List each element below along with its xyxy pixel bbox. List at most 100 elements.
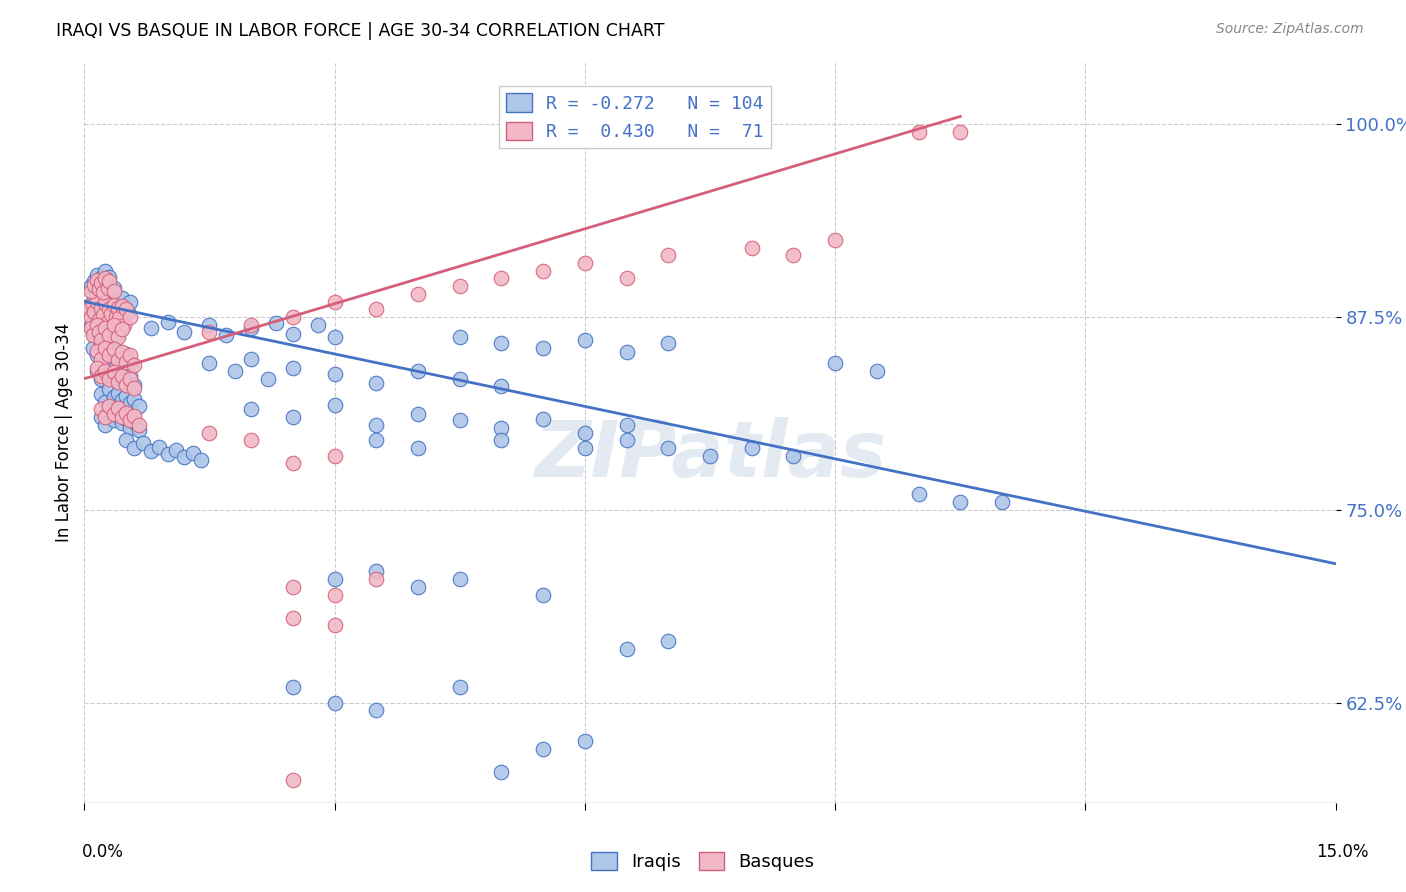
Point	[120, 421, 142, 435]
Point	[107, 373, 129, 387]
Point	[949, 495, 972, 509]
Point	[240, 434, 263, 448]
Point	[86, 360, 108, 375]
Point	[94, 417, 117, 432]
Point	[98, 269, 121, 284]
Point	[156, 447, 179, 461]
Point	[98, 328, 121, 343]
Point	[120, 356, 142, 370]
Point	[107, 385, 129, 400]
Point	[323, 398, 346, 412]
Point	[128, 417, 150, 432]
Point	[190, 453, 212, 467]
Point	[86, 290, 108, 304]
Point	[94, 360, 117, 375]
Point	[111, 345, 134, 359]
Text: 15.0%: 15.0%	[1316, 843, 1369, 861]
Legend: R = -0.272   N = 104, R =  0.430   N =  71: R = -0.272 N = 104, R = 0.430 N = 71	[499, 87, 770, 148]
Point	[86, 364, 108, 378]
Point	[105, 313, 128, 327]
Point	[491, 336, 513, 351]
Point	[90, 402, 112, 417]
Point	[86, 294, 108, 309]
Point	[866, 364, 889, 378]
Point	[82, 326, 104, 340]
Point	[90, 371, 112, 385]
Point	[120, 310, 142, 324]
Point	[111, 322, 134, 336]
Point	[91, 303, 114, 318]
Point	[107, 401, 129, 415]
Point	[115, 301, 138, 315]
Point	[616, 434, 638, 448]
Point	[366, 302, 388, 317]
Text: ZIPatlas: ZIPatlas	[534, 417, 886, 493]
Point	[449, 330, 471, 344]
Point	[103, 407, 125, 421]
Point	[115, 375, 138, 389]
Point	[281, 457, 304, 471]
Point	[111, 353, 134, 368]
Point	[198, 425, 221, 440]
Point	[94, 293, 117, 307]
Point	[491, 434, 513, 448]
Point	[103, 280, 125, 294]
Point	[111, 292, 134, 306]
Point	[323, 367, 346, 381]
Point	[124, 392, 146, 406]
Point	[574, 734, 596, 748]
Point	[82, 294, 104, 309]
Point	[90, 351, 112, 366]
Point	[782, 248, 804, 262]
Point	[323, 449, 346, 463]
Point	[103, 390, 125, 404]
Point	[449, 680, 471, 694]
Point	[124, 415, 146, 429]
Point	[94, 345, 117, 359]
Point	[107, 375, 129, 389]
Point	[89, 320, 111, 334]
Point	[173, 326, 195, 340]
Point	[82, 328, 104, 343]
Point	[616, 417, 638, 432]
Point	[491, 271, 513, 285]
Point	[574, 425, 596, 440]
Point	[782, 449, 804, 463]
Point	[80, 279, 103, 293]
Legend: Iraqis, Basques: Iraqis, Basques	[583, 845, 823, 879]
Point	[531, 263, 554, 277]
Point	[281, 310, 304, 324]
Point	[406, 407, 429, 421]
Point	[240, 402, 263, 417]
Point	[115, 302, 138, 317]
Point	[90, 333, 112, 347]
Point	[657, 336, 679, 351]
Point	[77, 299, 100, 313]
Point	[98, 349, 121, 363]
Point	[94, 341, 117, 355]
Point	[90, 301, 112, 315]
Point	[111, 410, 134, 425]
Point	[949, 125, 972, 139]
Point	[91, 285, 114, 300]
Point	[105, 310, 128, 324]
Point	[90, 387, 112, 401]
Point	[80, 320, 103, 334]
Point	[124, 409, 146, 423]
Y-axis label: In Labor Force | Age 30-34: In Labor Force | Age 30-34	[55, 323, 73, 542]
Point	[531, 588, 554, 602]
Point	[94, 296, 117, 310]
Point	[124, 358, 146, 372]
Point	[94, 320, 117, 334]
Point	[111, 368, 134, 383]
Point	[86, 268, 108, 283]
Point	[491, 379, 513, 393]
Point	[91, 282, 114, 296]
Point	[111, 318, 134, 332]
Point	[406, 441, 429, 455]
Point	[449, 572, 471, 586]
Point	[281, 410, 304, 425]
Point	[107, 302, 129, 317]
Point	[156, 314, 179, 328]
Point	[120, 368, 142, 383]
